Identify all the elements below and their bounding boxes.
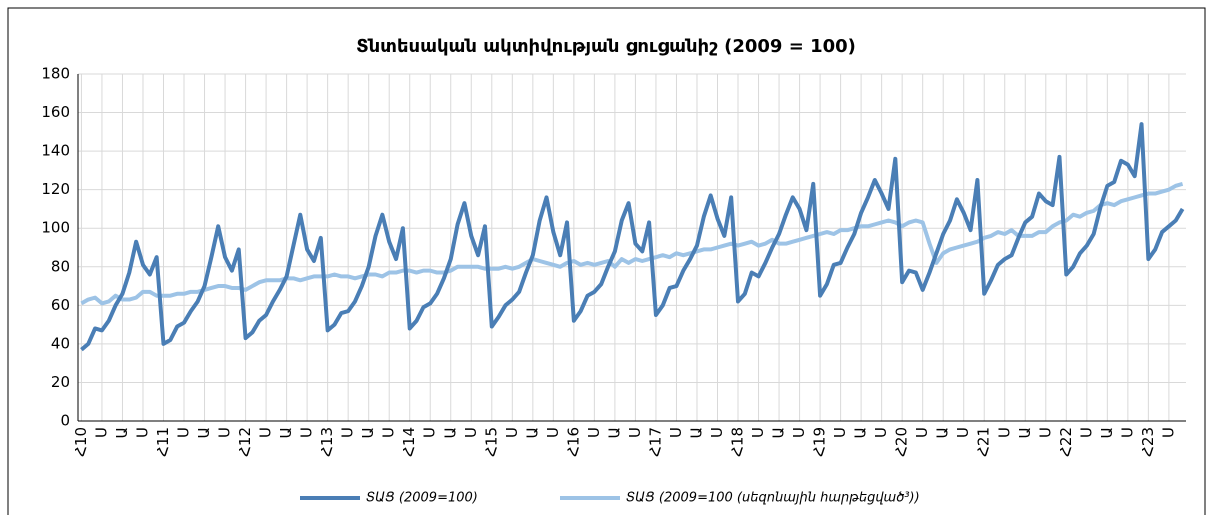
y-tick-label: 60	[51, 296, 70, 314]
x-tick-label: Ա	[770, 427, 788, 439]
x-tick-label: Ա	[523, 427, 541, 439]
x-tick-label: Ս	[831, 427, 849, 438]
x-tick-label: Ս	[1077, 427, 1095, 438]
x-tick-label: Ս	[380, 427, 398, 438]
x-tick-label: Հ23	[1139, 427, 1157, 457]
x-tick-label: Ա	[1098, 427, 1116, 439]
x-tick-label: Հ19	[811, 427, 829, 457]
x-tick-label: Ս	[1036, 427, 1054, 438]
x-tick-label: Ա	[852, 427, 870, 439]
x-tick-label: Ս	[708, 427, 726, 438]
x-tick-label: Ա	[195, 427, 213, 439]
x-tick-label: Ս	[1118, 427, 1136, 438]
x-tick-label: Ս	[913, 427, 931, 438]
x-tick-label: Ա	[359, 427, 377, 439]
y-tick-label: 20	[51, 373, 70, 391]
y-tick-label: 180	[41, 65, 70, 83]
x-tick-label: Ա	[934, 427, 952, 439]
legend-label: ՏԱՑ (2009=100 (սեզոնային հարթեցված³))	[626, 491, 920, 506]
x-tick-label: Ս	[421, 427, 439, 438]
x-tick-label: Հ12	[236, 427, 254, 457]
legend-label: ՏԱՑ (2009=100)	[366, 491, 478, 506]
x-tick-label: Ս	[216, 427, 234, 438]
y-tick-label: 160	[41, 103, 70, 121]
x-tick-label: Հ21	[975, 427, 993, 457]
x-tick-label: Ս	[585, 427, 603, 438]
x-tick-label: Հ16	[564, 427, 582, 457]
x-tick-label: Ս	[133, 427, 151, 438]
x-tick-label: Հ13	[318, 427, 336, 457]
series-line	[80, 122, 1185, 352]
x-tick-label: Ս	[626, 427, 644, 438]
x-tick-label: Հ17	[646, 427, 664, 457]
chart-title: Տնտեսական ակտիվության ցուցանիշ (2009 = 1…	[356, 36, 856, 57]
x-tick-label: Հ18	[729, 427, 747, 457]
x-tick-label: Ս	[544, 427, 562, 438]
x-tick-label: Ս	[462, 427, 480, 438]
x-tick-label: Ս	[995, 427, 1013, 438]
x-tick-label: Ա	[277, 427, 295, 439]
x-tick-label: Հ20	[893, 427, 911, 457]
y-tick-label: 0	[60, 412, 70, 430]
x-tick-label: Հ14	[400, 427, 418, 457]
x-tick-label: Հ15	[482, 427, 500, 457]
x-tick-label: Ս	[872, 427, 890, 438]
x-tick-label: Ս	[1159, 427, 1177, 438]
x-tick-label: Ա	[687, 427, 705, 439]
x-tick-label: Ս	[175, 427, 193, 438]
x-tick-label: Ա	[441, 427, 459, 439]
series-line	[80, 181, 1184, 306]
y-tick-label: 140	[41, 142, 70, 160]
x-tick-label: Հ22	[1057, 427, 1075, 457]
x-tick-label: Ս	[298, 427, 316, 438]
y-tick-label: 80	[51, 257, 70, 275]
x-tick-label: Ս	[954, 427, 972, 438]
x-tick-label: Ա	[605, 427, 623, 439]
x-tick-label: Հ10	[72, 427, 90, 457]
x-tick-label: Ս	[790, 427, 808, 438]
y-tick-label: 40	[51, 334, 70, 352]
y-tick-label: 100	[41, 219, 70, 237]
y-tick-label: 120	[41, 180, 70, 198]
x-tick-label: Ս	[257, 427, 275, 438]
x-tick-label: Ս	[503, 427, 521, 438]
x-tick-label: Հ11	[154, 427, 172, 457]
x-tick-label: Ա	[113, 427, 131, 439]
x-tick-label: Ս	[667, 427, 685, 438]
x-tick-label: Ս	[339, 427, 357, 438]
x-tick-label: Ա	[1016, 427, 1034, 439]
x-tick-label: Ս	[749, 427, 767, 438]
x-tick-label: Ս	[92, 427, 110, 438]
